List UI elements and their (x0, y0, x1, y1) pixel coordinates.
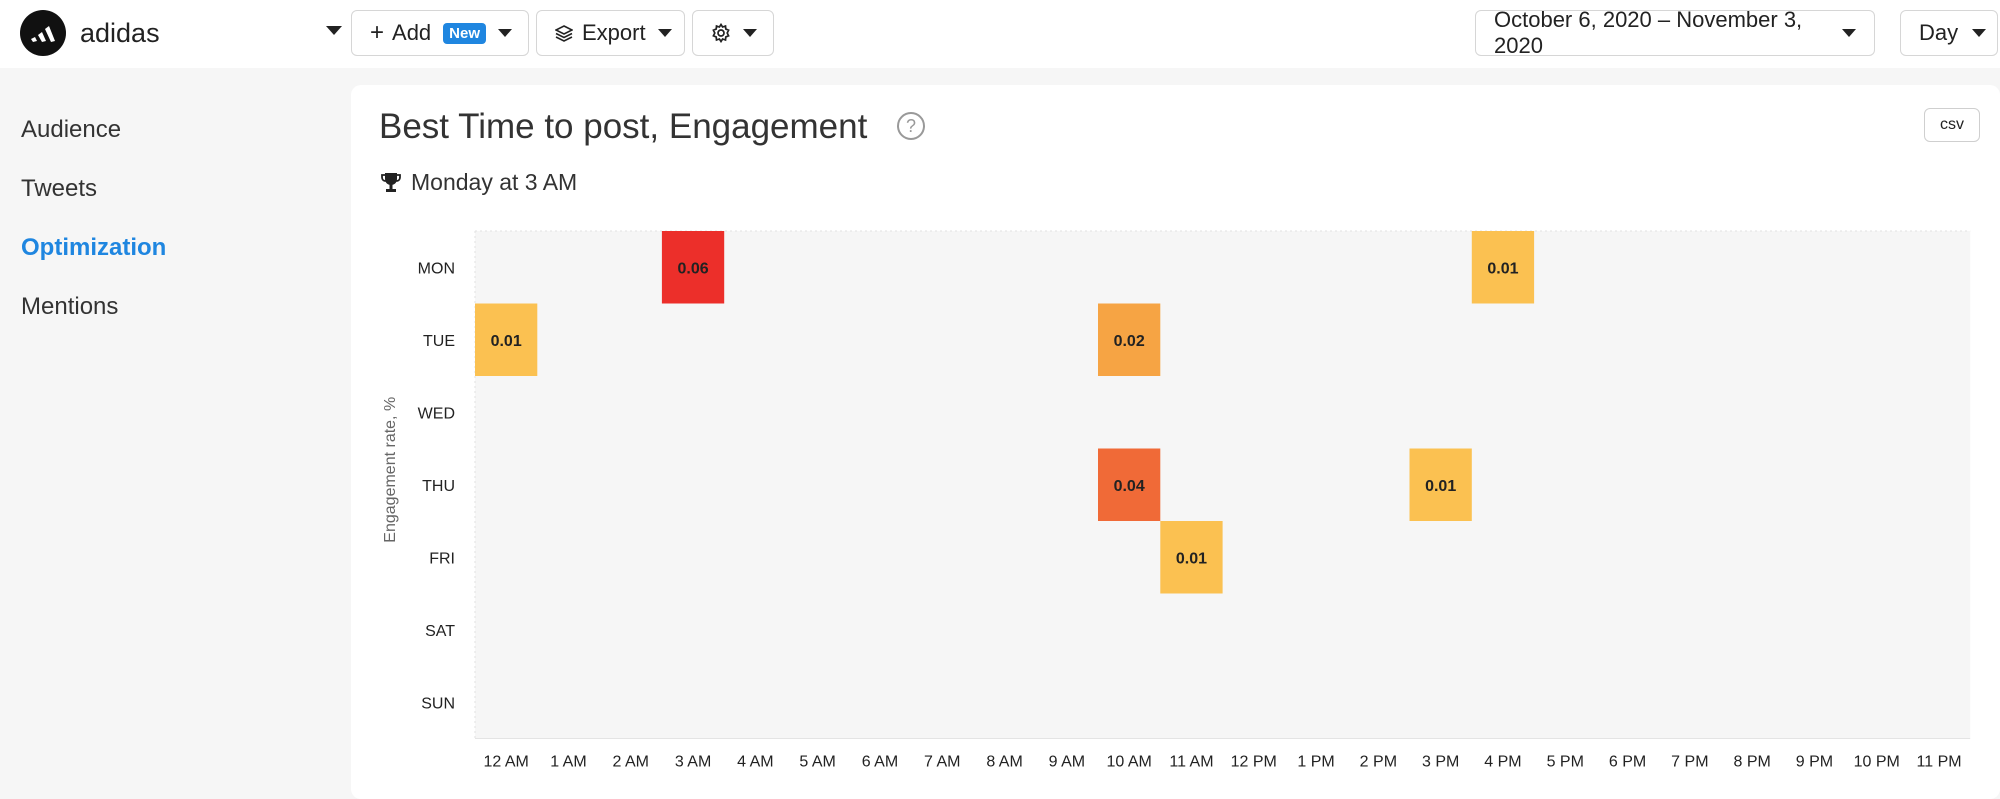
account-switcher[interactable]: adidas (20, 10, 160, 56)
column-label-7-am: 7 AM (924, 754, 960, 771)
chevron-down-icon (743, 29, 757, 37)
heatmap-cell-tue-12-am (475, 303, 538, 376)
column-label-3-pm: 3 PM (1422, 754, 1459, 771)
row-label-tue: TUE (423, 333, 455, 350)
heatmap-cell-thu-10-am (1098, 448, 1161, 521)
column-label-10-pm: 10 PM (1854, 754, 1900, 771)
csv-button[interactable]: csv (1924, 108, 1980, 142)
sidebar-item-tweets[interactable]: Tweets (21, 175, 98, 202)
adidas-logo-icon (20, 10, 66, 56)
column-label-9-pm: 9 PM (1796, 754, 1833, 771)
column-label-8-pm: 8 PM (1733, 754, 1770, 771)
brand-name: adidas (80, 17, 160, 48)
sidebar-item-mentions[interactable]: Mentions (21, 293, 119, 320)
column-label-2-pm: 2 PM (1360, 754, 1397, 771)
new-badge: New (443, 22, 487, 44)
account-dropdown-icon[interactable] (326, 26, 342, 35)
chevron-down-icon (1842, 29, 1856, 37)
row-label-thu: THU (422, 478, 455, 495)
column-label-9-am: 9 AM (1049, 754, 1085, 771)
column-label-8-am: 8 AM (986, 754, 1022, 771)
heatmap-cell-fri-11-am (1160, 521, 1223, 594)
best-time-label: Monday at 3 AM (411, 169, 578, 195)
y-axis-label: Engagement rate, % (382, 397, 399, 543)
plus-icon: + (370, 19, 385, 46)
column-label-4-am: 4 AM (737, 754, 773, 771)
row-label-wed: WED (418, 405, 455, 422)
heatmap-plot-area (475, 231, 1971, 739)
heatmap-cell-value-thu-10-am: 0.04 (1114, 478, 1145, 495)
sidebar-item-optimization[interactable]: Optimization (21, 234, 167, 261)
column-label-3-am: 3 AM (675, 754, 711, 771)
column-label-5-am: 5 AM (799, 754, 835, 771)
column-label-10-am: 10 AM (1106, 754, 1151, 771)
heatmap-cell-mon-4-pm (1471, 231, 1535, 304)
column-label-7-pm: 7 PM (1671, 754, 1708, 771)
settings-button[interactable] (692, 10, 774, 56)
column-label-11-am: 11 AM (1169, 754, 1213, 771)
layers-icon (555, 24, 573, 42)
column-label-12-am: 12 AM (483, 754, 528, 771)
heatmap-cell-thu-3-pm (1409, 448, 1472, 521)
heatmap-cell-mon-3-am (661, 231, 725, 304)
column-label-1-pm: 1 PM (1297, 754, 1334, 771)
top-bar: adidas + Add New Export October 6, 2020 … (0, 0, 2000, 68)
trophy-icon (381, 172, 401, 192)
heatmap-cell-value-tue-12-am: 0.01 (491, 333, 522, 350)
sidebar-item-audience[interactable]: Audience (21, 116, 122, 143)
heatmap-cell-value-fri-11-am: 0.01 (1176, 550, 1207, 567)
add-button[interactable]: + Add New (351, 10, 529, 56)
granularity-select[interactable]: Day (1900, 10, 1998, 56)
column-label-2-am: 2 AM (613, 754, 649, 771)
export-button-label: Export (582, 20, 646, 45)
column-label-11-pm: 11 PM (1917, 754, 1962, 771)
column-label-6-am: 6 AM (862, 754, 898, 771)
date-range-picker[interactable]: October 6, 2020 – November 3, 2020 (1475, 7, 1875, 58)
chevron-down-icon (498, 29, 513, 37)
card-title: Best Time to post, Engagement (379, 107, 868, 146)
heatmap-cell-value-tue-10-am: 0.02 (1114, 333, 1145, 350)
gear-icon (711, 23, 731, 43)
date-range-label: October 6, 2020 – November 3, 2020 (1494, 7, 1803, 58)
chevron-down-icon (657, 29, 672, 37)
granularity-label: Day (1919, 20, 1959, 45)
column-label-12-pm: 12 PM (1231, 754, 1277, 771)
help-icon[interactable]: ? (897, 112, 925, 140)
chevron-down-icon (1972, 29, 1987, 37)
row-label-mon: MON (418, 260, 455, 277)
heatmap-cell-value-thu-3-pm: 0.01 (1425, 478, 1456, 495)
column-label-4-pm: 4 PM (1484, 754, 1521, 771)
engagement-heatmap: Engagement rate, % MON TUE WED THU FRI SAT SUN 1… (382, 230, 1971, 771)
best-time-card: Best Time to post, Engagement ? csv Mond… (351, 85, 2000, 799)
column-label-6-pm: 6 PM (1609, 754, 1646, 771)
column-label-5-pm: 5 PM (1547, 754, 1584, 771)
row-label-fri: FRI (429, 550, 455, 567)
heatmap-cell-value-mon-4-pm: 0.01 (1487, 260, 1518, 277)
add-button-label: Add (392, 20, 432, 45)
export-button[interactable]: Export (536, 10, 685, 56)
heatmap-cell-tue-10-am (1098, 303, 1161, 376)
row-label-sat: SAT (425, 623, 455, 640)
heatmap-cell-value-mon-3-am: 0.06 (677, 260, 708, 277)
column-label-1-am: 1 AM (550, 754, 586, 771)
best-time-summary: Monday at 3 AM (381, 169, 577, 196)
row-label-sun: SUN (421, 695, 455, 712)
